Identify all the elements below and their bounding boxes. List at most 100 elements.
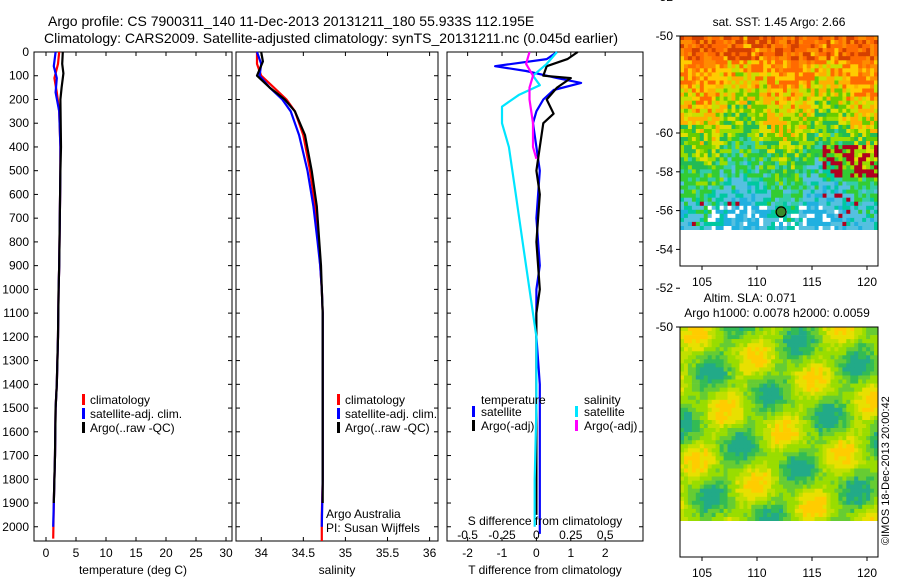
map-cell bbox=[846, 165, 851, 170]
x-tick-label-temperature-profile: 20 bbox=[159, 546, 173, 560]
map-cell bbox=[854, 383, 859, 388]
map-cell bbox=[794, 428, 800, 433]
map-cell bbox=[830, 68, 835, 73]
map-cell bbox=[858, 387, 863, 392]
map-cell bbox=[838, 371, 843, 376]
map-cell bbox=[711, 355, 717, 360]
map-cell bbox=[731, 185, 736, 190]
map-cell bbox=[763, 371, 768, 376]
map-cell bbox=[818, 492, 823, 498]
map-cell bbox=[830, 335, 835, 340]
map-cell bbox=[826, 226, 831, 231]
map-cell bbox=[775, 44, 780, 49]
map-cell bbox=[858, 96, 863, 101]
map-cell bbox=[751, 468, 756, 473]
map-cell bbox=[763, 512, 768, 518]
map-cell bbox=[779, 432, 784, 437]
map-cell bbox=[842, 428, 847, 433]
map-cell bbox=[755, 137, 760, 142]
map-cell bbox=[755, 133, 760, 138]
map-cell bbox=[687, 456, 693, 461]
map-cell bbox=[870, 40, 875, 45]
map-cell bbox=[755, 226, 760, 231]
map-cell bbox=[862, 375, 867, 380]
map-cell bbox=[798, 92, 804, 97]
map-cell bbox=[850, 375, 855, 380]
map-cell bbox=[680, 351, 685, 356]
map-cell bbox=[735, 100, 740, 106]
map-cell bbox=[874, 468, 879, 473]
map-cell bbox=[798, 221, 804, 227]
map-cell bbox=[699, 468, 705, 473]
map-cell bbox=[786, 472, 792, 477]
map-cell bbox=[763, 169, 768, 174]
map-cell bbox=[798, 327, 804, 332]
map-cell bbox=[846, 221, 851, 227]
map-cell bbox=[747, 72, 752, 77]
map-cell bbox=[806, 363, 812, 368]
map-cell bbox=[866, 476, 871, 481]
map-cell bbox=[735, 205, 740, 211]
map-cell bbox=[767, 428, 772, 433]
map-cell bbox=[763, 137, 768, 142]
map-cell bbox=[826, 72, 831, 77]
map-cell bbox=[810, 149, 816, 154]
map-cell bbox=[838, 153, 843, 158]
map-cell bbox=[680, 60, 685, 65]
map-cell bbox=[680, 355, 685, 360]
map-cell bbox=[850, 391, 855, 397]
map-cell bbox=[826, 129, 831, 134]
map-cell bbox=[695, 492, 701, 498]
map-cell bbox=[723, 60, 728, 65]
map-cell bbox=[775, 460, 780, 465]
map-cell bbox=[759, 48, 764, 53]
map-cell bbox=[822, 496, 827, 502]
map-cell bbox=[870, 153, 875, 158]
map-cell bbox=[802, 452, 808, 457]
map-cell bbox=[838, 205, 843, 211]
map-cell bbox=[818, 508, 823, 514]
map-cell bbox=[850, 472, 855, 477]
map-cell bbox=[759, 363, 764, 368]
map-cell bbox=[834, 221, 839, 227]
map-cell bbox=[719, 96, 724, 101]
map-cell bbox=[771, 165, 776, 170]
map-cell bbox=[763, 124, 768, 130]
map-cell bbox=[735, 80, 740, 85]
map-cell bbox=[743, 460, 748, 465]
map-cell bbox=[771, 343, 776, 348]
map-cell bbox=[711, 448, 717, 453]
map-cell bbox=[747, 173, 752, 178]
map-cell bbox=[743, 472, 748, 477]
map-cell bbox=[727, 339, 732, 344]
map-cell bbox=[862, 124, 867, 130]
map-cell bbox=[834, 120, 839, 126]
map-cell bbox=[806, 124, 812, 130]
map-cell bbox=[687, 508, 693, 514]
map-cell bbox=[850, 40, 855, 45]
map-cell bbox=[727, 64, 732, 69]
map-cell bbox=[695, 335, 701, 340]
map-cell bbox=[680, 379, 685, 384]
map-cell bbox=[866, 116, 871, 122]
map-cell bbox=[703, 157, 709, 162]
map-cell bbox=[687, 343, 693, 348]
map-cell bbox=[838, 424, 843, 429]
map-cell bbox=[711, 52, 717, 57]
map-cell bbox=[850, 456, 855, 461]
map-cell bbox=[731, 351, 736, 356]
map-cell bbox=[775, 512, 780, 518]
map-cell bbox=[691, 399, 697, 405]
map-cell bbox=[802, 367, 808, 372]
map-cell bbox=[870, 395, 875, 401]
map-cell bbox=[703, 92, 709, 97]
map-cell bbox=[755, 472, 760, 477]
map-cell bbox=[695, 440, 701, 445]
map-cell bbox=[719, 464, 724, 469]
map-cell bbox=[814, 149, 819, 154]
map-cell bbox=[814, 213, 819, 219]
map-cell bbox=[830, 363, 835, 368]
map-cell bbox=[806, 407, 812, 413]
map-cell bbox=[731, 189, 736, 194]
map-cell bbox=[783, 205, 788, 211]
